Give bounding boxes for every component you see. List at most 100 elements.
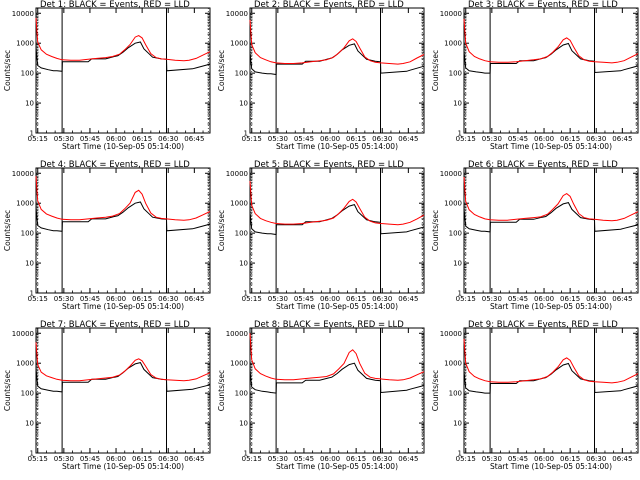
y-tick-label: 10 [453, 420, 462, 428]
y-tick-label: 1 [30, 290, 34, 298]
y-tick-label: 1000 [16, 200, 34, 208]
x-tick-label: 06:00 [106, 455, 126, 463]
x-tick-label: 06:15 [346, 135, 366, 143]
x-tick-label: 06:00 [534, 455, 554, 463]
y-axis-label: Counts/sec [3, 370, 12, 411]
y-tick-label: 100 [21, 70, 34, 78]
chart-title: Det 1: BLACK = Events, RED = LLD [40, 0, 190, 10]
x-tick-label: 06:30 [586, 295, 606, 303]
y-axis-label: Counts/sec [3, 210, 12, 251]
y-tick-label: 10000 [440, 10, 462, 18]
y-axis-label: Counts/sec [431, 50, 440, 91]
x-tick-label: 06:00 [320, 455, 340, 463]
y-tick-label: 1000 [444, 40, 462, 48]
y-tick-label: 100 [449, 230, 462, 238]
detector-chart-6: Det 6: BLACK = Events, RED = LLD 1 10 100 10… [431, 160, 639, 311]
x-tick-label: 05:45 [80, 455, 100, 463]
x-tick-label: 05:45 [508, 135, 528, 143]
lld-series-line [35, 342, 211, 382]
y-tick-label: 10000 [226, 330, 248, 338]
detector-chart-1: Det 1: BLACK = Events, RED = LLD 1 10 100 10… [3, 0, 211, 151]
x-tick-label: 05:15 [242, 295, 262, 303]
x-tick-label: 05:30 [482, 455, 502, 463]
x-tick-label: 06:30 [158, 135, 178, 143]
plot-frame [35, 167, 211, 294]
x-tick-label: 06:45 [612, 295, 632, 303]
events-series-line [249, 362, 425, 394]
x-tick-label: 06:30 [158, 295, 178, 303]
detector-chart-4: Det 4: BLACK = Events, RED = LLD 1 10 100 10… [3, 160, 211, 311]
x-tick-label: 06:15 [132, 135, 152, 143]
plot-frame [249, 7, 425, 134]
y-axis-label: Counts/sec [217, 210, 226, 251]
y-tick-label: 100 [235, 230, 248, 238]
y-tick-label: 1000 [16, 40, 34, 48]
x-axis-label: Start Time (10-Sep-05 05:14:00) [62, 142, 184, 151]
x-tick-label: 06:00 [106, 135, 126, 143]
y-tick-label: 10000 [12, 330, 34, 338]
lld-series-line [35, 17, 211, 62]
y-tick-label: 10000 [440, 330, 462, 338]
chart-title: Det 4: BLACK = Events, RED = LLD [40, 160, 190, 170]
y-tick-label: 10000 [226, 170, 248, 178]
detector-chart-3: Det 3: BLACK = Events, RED = LLD 1 10 100 10… [431, 0, 639, 151]
y-tick-label: 1 [244, 290, 248, 298]
x-tick-label: 05:30 [54, 135, 74, 143]
x-tick-label: 06:30 [372, 135, 392, 143]
x-axis-label: Start Time (10-Sep-05 05:14:00) [276, 462, 398, 471]
y-tick-label: 10 [25, 100, 34, 108]
x-tick-label: 06:45 [184, 295, 204, 303]
detector-chart-5: Det 5: BLACK = Events, RED = LLD 1 10 100 10… [217, 160, 425, 311]
lld-series-line [463, 338, 639, 384]
x-tick-label: 05:45 [294, 135, 314, 143]
chart-title: Det 8: BLACK = Events, RED = LLD [254, 320, 404, 330]
y-tick-label: 1 [458, 130, 462, 138]
x-axis-label: Start Time (10-Sep-05 05:14:00) [490, 302, 612, 311]
y-tick-label: 1000 [444, 360, 462, 368]
x-tick-label: 05:15 [456, 455, 476, 463]
x-tick-label: 06:00 [106, 295, 126, 303]
plot-frame [463, 167, 639, 294]
x-tick-label: 06:30 [158, 455, 178, 463]
y-tick-label: 1 [458, 290, 462, 298]
detector-chart-2: Det 2: BLACK = Events, RED = LLD 1 10 100 10… [217, 0, 425, 151]
plot-frame [249, 327, 425, 454]
x-tick-label: 06:45 [184, 135, 204, 143]
x-tick-label: 06:45 [398, 295, 418, 303]
y-tick-label: 10 [25, 420, 34, 428]
x-axis-label: Start Time (10-Sep-05 05:14:00) [490, 142, 612, 151]
x-tick-label: 05:15 [242, 455, 262, 463]
chart-title: Det 6: BLACK = Events, RED = LLD [468, 160, 618, 170]
x-axis-label: Start Time (10-Sep-05 05:14:00) [276, 142, 398, 151]
x-tick-label: 06:45 [612, 455, 632, 463]
y-tick-label: 10000 [12, 170, 34, 178]
x-tick-label: 06:00 [320, 135, 340, 143]
chart-title: Det 7: BLACK = Events, RED = LLD [40, 320, 190, 330]
x-tick-label: 05:45 [294, 295, 314, 303]
x-tick-label: 05:30 [482, 295, 502, 303]
y-tick-label: 100 [235, 390, 248, 398]
x-tick-label: 05:30 [482, 135, 502, 143]
x-axis-label: Start Time (10-Sep-05 05:14:00) [62, 302, 184, 311]
lld-series-line [463, 18, 639, 64]
y-tick-label: 10 [25, 260, 34, 268]
y-tick-label: 1 [244, 130, 248, 138]
plot-frame [35, 327, 211, 454]
y-axis-label: Counts/sec [217, 50, 226, 91]
x-tick-label: 05:15 [28, 455, 48, 463]
chart-title: Det 3: BLACK = Events, RED = LLD [468, 0, 618, 10]
y-tick-label: 100 [21, 230, 34, 238]
x-axis-label: Start Time (10-Sep-05 05:14:00) [276, 302, 398, 311]
y-tick-label: 1 [30, 450, 34, 458]
x-tick-label: 05:15 [456, 135, 476, 143]
x-tick-label: 06:15 [560, 295, 580, 303]
y-tick-label: 100 [449, 70, 462, 78]
detector-chart-9: Det 9: BLACK = Events, RED = LLD 1 10 100 10… [431, 320, 639, 471]
x-tick-label: 06:15 [560, 455, 580, 463]
y-tick-label: 10 [239, 100, 248, 108]
x-tick-label: 06:45 [398, 455, 418, 463]
y-tick-label: 10000 [226, 10, 248, 18]
x-tick-label: 05:15 [456, 295, 476, 303]
x-tick-label: 06:15 [346, 455, 366, 463]
x-tick-label: 06:45 [398, 135, 418, 143]
